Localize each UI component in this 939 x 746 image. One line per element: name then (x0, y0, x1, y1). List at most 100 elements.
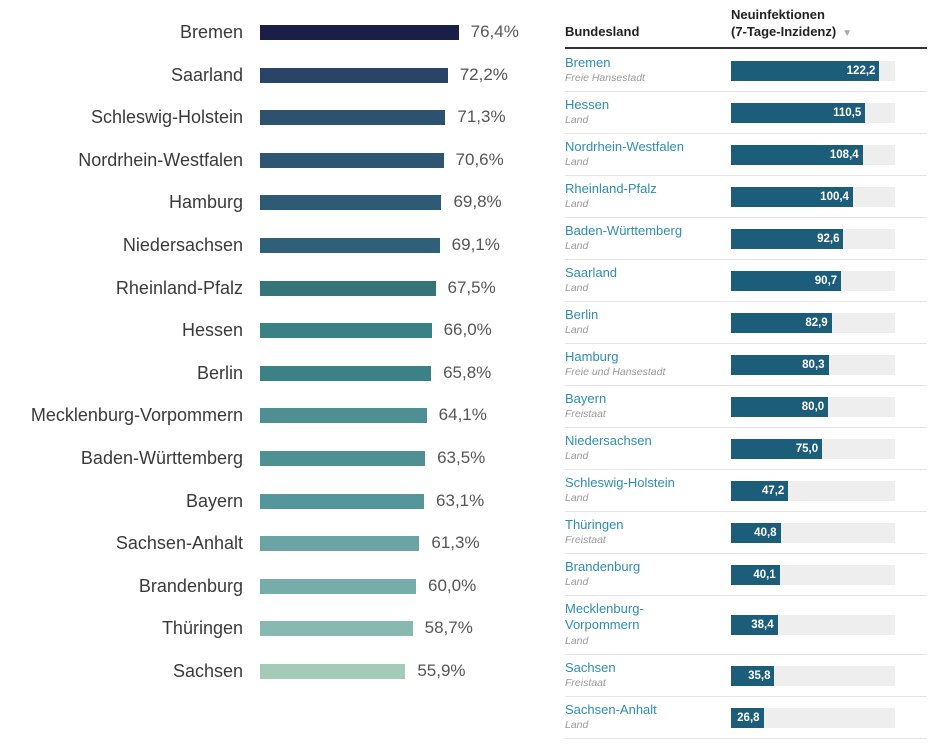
bar-value-label: 76,4% (470, 22, 519, 41)
column-header-bundesland[interactable]: Bundesland (565, 24, 640, 39)
incidence-bar-track (731, 708, 895, 728)
bar-value-label: 58,7% (424, 618, 473, 638)
state-type: Land (565, 324, 589, 336)
state-link[interactable]: Mecklenburg-​Vorpommern (565, 601, 644, 632)
bar (260, 67, 448, 83)
vaccination-bar-chart: Bremen 76,4% Saarland 72,2% Schleswig-Holste… (0, 17, 540, 681)
incidence-value-label: 110,5 (833, 107, 862, 119)
table-row: Mecklenburg-​Vorpommern Land 38,4 (565, 595, 927, 655)
state-link[interactable]: Sachsen (565, 660, 616, 675)
bar-row: Sachsen-Anhalt 61,3% (0, 528, 540, 558)
incidence-value-label: 35,8 (748, 670, 771, 682)
table-row: Bremen Freie Hansestadt 122,2 (565, 49, 927, 92)
bar-row: Bremen 76,4% (0, 17, 540, 47)
state-type: Land (565, 282, 589, 294)
incidence-value-label: 26,8 (737, 712, 760, 724)
state-type: Freistaat (565, 408, 606, 420)
state-link[interactable]: Baden-Württemberg (565, 223, 683, 238)
state-link[interactable]: Thüringen (565, 517, 624, 532)
bar-category-label: Bremen (179, 22, 243, 42)
bar (260, 152, 444, 168)
bar-category-label: Brandenburg (138, 575, 243, 596)
bar-row: Mecklenburg-Vorpommern 64,1% (0, 400, 540, 430)
table-row: Sachsen Freistaat 35,8 (565, 654, 927, 697)
table-row: Hessen Land 110,5 (565, 91, 927, 134)
bar-row: Saarland 72,2% (0, 60, 540, 90)
bar-category-label: Niedersachsen (122, 235, 243, 255)
state-link[interactable]: Hessen (565, 97, 610, 112)
table-row: Hamburg Freie und Hansestadt 80,3 (565, 343, 927, 386)
state-type: Land (565, 450, 589, 462)
incidence-value-label: 80,3 (802, 359, 825, 371)
table-row: Berlin Land 82,9 (565, 301, 927, 344)
table-row: Niedersachsen Land 75,0 (565, 427, 927, 470)
incidence-table: Bundesland Neuinfektionen (7-Tage-Inzide… (565, 0, 927, 746)
bar-category-label: Mecklenburg-Vorpommern (30, 405, 243, 426)
incidence-bar (731, 355, 829, 375)
table-row: Baden-Württemberg Land 92,6 (565, 217, 927, 260)
bar-category-label: Bayern (185, 490, 243, 511)
state-type: Land (565, 576, 589, 588)
sort-desc-icon[interactable]: ▼ (842, 28, 853, 39)
state-link[interactable]: Saarland (565, 265, 618, 280)
incidence-bar (731, 229, 844, 249)
column-header-incidence[interactable]: Neuinfektionen (7-Tage-Inzidenz) ▼ (731, 6, 852, 42)
incidence-value-label: 40,1 (753, 569, 776, 581)
bar-row: Schleswig-Holstein 71,3% (0, 102, 540, 132)
bar (260, 365, 432, 381)
incidence-value-label: 100,4 (820, 191, 849, 203)
bar-value-label: 61,3% (431, 533, 480, 553)
state-type: Land (565, 635, 589, 647)
bar-category-label: Baden-Württemberg (80, 448, 243, 468)
table-row: Brandenburg Land 40,1 (565, 553, 927, 596)
table-row: Thüringen Freistaat 40,8 (565, 511, 927, 554)
bar-row: Bayern 63,1% (0, 486, 540, 516)
bar-category-label: Schleswig-Holstein (90, 107, 243, 128)
incidence-value-label: 75,0 (795, 443, 819, 455)
incidence-bar (731, 439, 823, 459)
bar (260, 536, 420, 552)
incidence-bar (731, 145, 863, 165)
incidence-bar (731, 103, 866, 123)
incidence-value-label: 40,8 (754, 527, 777, 539)
state-link[interactable]: Bremen (565, 55, 611, 70)
state-link[interactable]: Sachsen-Anhalt (565, 702, 657, 717)
bar-row: Brandenburg 60,0% (0, 571, 540, 601)
state-type: Freie und Hansestadt (565, 366, 666, 378)
bar-value-label: 71,3% (457, 107, 506, 127)
state-link[interactable]: Hamburg (565, 349, 619, 364)
state-link[interactable]: Niedersachsen (565, 433, 652, 448)
state-link[interactable]: Berlin (565, 307, 599, 322)
bar-category-label: Hamburg (168, 192, 243, 213)
table-row: Bayern Freistaat 80,0 (565, 385, 927, 428)
incidence-bar (731, 61, 880, 81)
state-link[interactable]: Schleswig-Holstein (565, 475, 675, 490)
bar-value-label: 72,2% (459, 64, 508, 84)
bar (260, 238, 440, 253)
bar-row: Nordrhein-Westfalen 70,6% (0, 145, 540, 175)
bar-value-label: 67,5% (447, 277, 496, 297)
incidence-value-label: 108,4 (829, 149, 859, 161)
state-type: Freistaat (565, 534, 606, 546)
bar-row: Hamburg 69,8% (0, 187, 540, 217)
state-link[interactable]: Bayern (565, 391, 607, 406)
bar-category-label: Berlin (196, 362, 243, 383)
bar-row: Thüringen 58,7% (0, 613, 540, 643)
state-link[interactable]: Nordrhein-Westfalen (565, 139, 684, 154)
bar-row: Niedersachsen 69,1% (0, 230, 540, 260)
state-type: Land (565, 492, 589, 504)
bar (260, 451, 426, 466)
table-row: Sachsen-Anhalt Land 26,8 (565, 696, 927, 739)
incidence-value-label: 38,4 (751, 619, 774, 631)
state-type: Land (565, 156, 589, 168)
table-row: Schleswig-Holstein Land 47,2 (565, 469, 927, 512)
bar-category-label: Sachsen-Anhalt (115, 533, 243, 554)
state-link[interactable]: Brandenburg (565, 559, 641, 574)
column-header-incidence-line2: (7-Tage-Inzidenz) ▼ (731, 24, 853, 39)
incidence-value-label: 47,2 (761, 485, 785, 497)
state-link[interactable]: Rheinland-Pfalz (565, 181, 657, 196)
bar (260, 408, 427, 424)
state-type: Land (565, 240, 589, 252)
state-type: Land (565, 114, 589, 126)
bar-value-label: 55,9% (417, 661, 466, 680)
